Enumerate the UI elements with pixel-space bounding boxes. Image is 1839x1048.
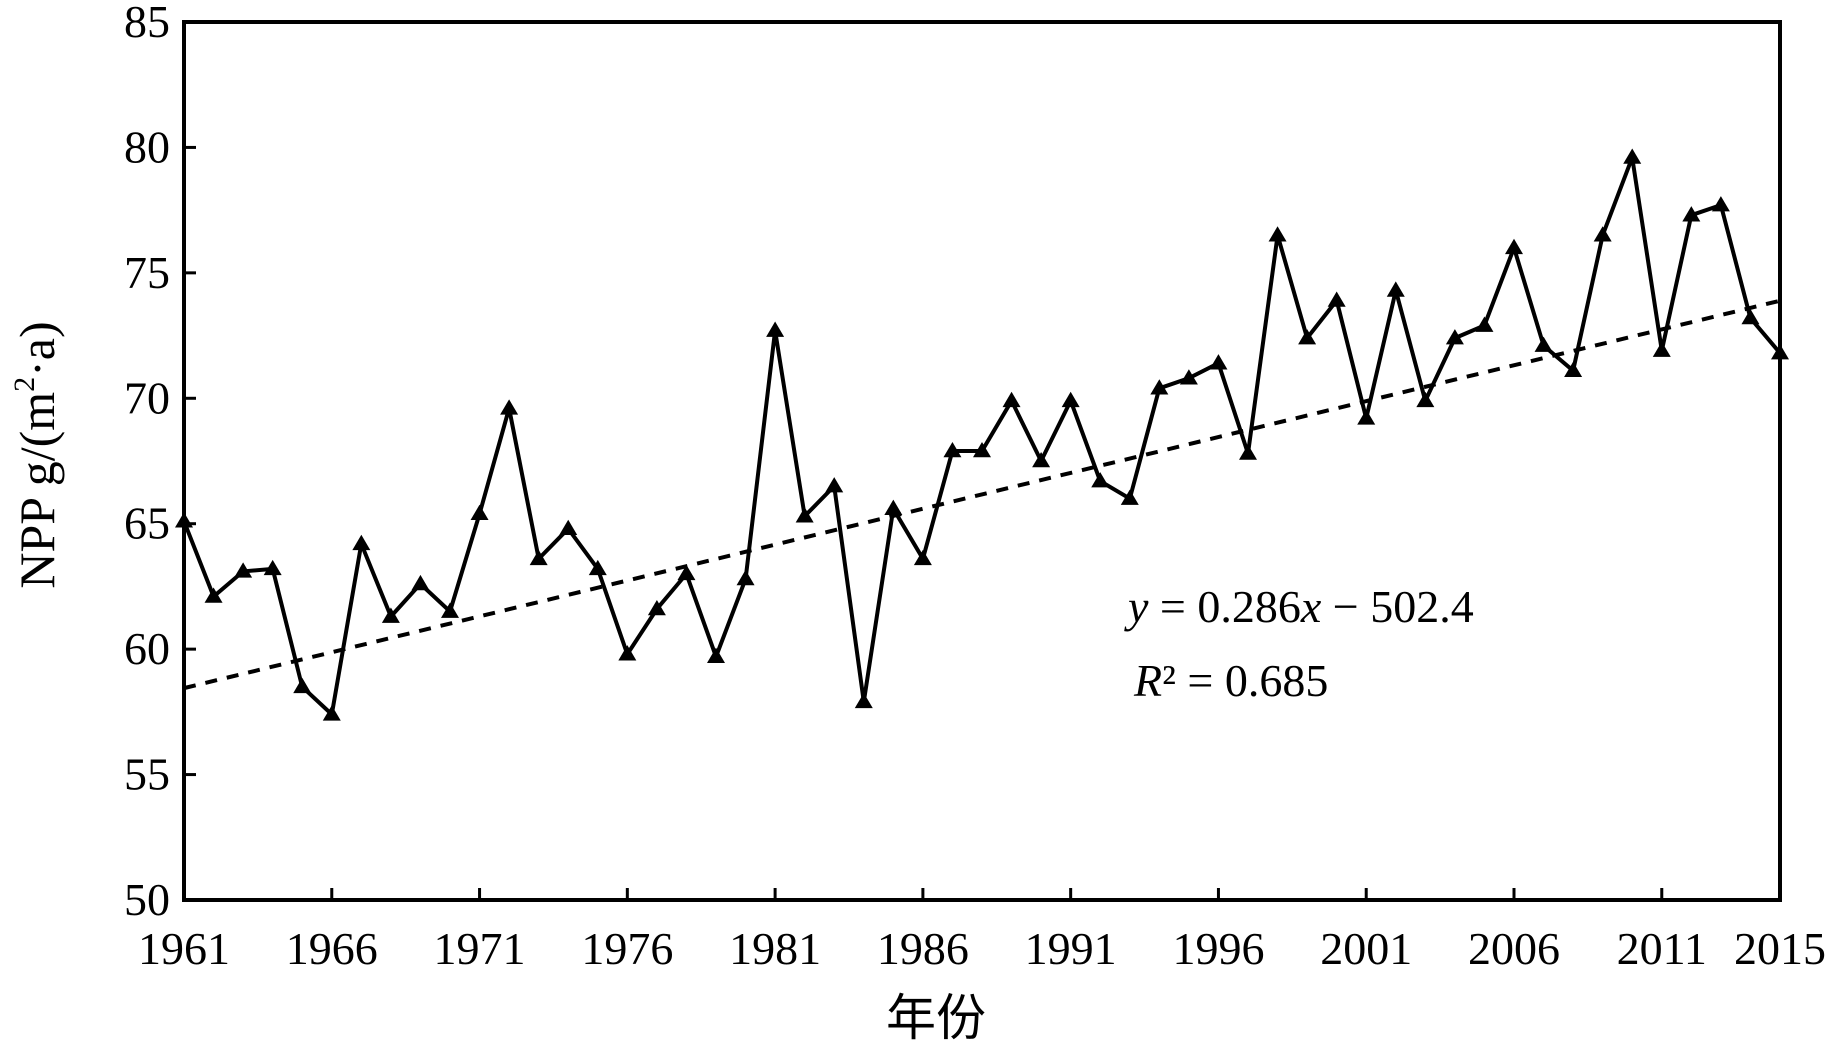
- triangle-marker: [381, 607, 400, 623]
- y-tick-label: 60: [124, 623, 170, 674]
- equation-coefficient: = 0.286: [1148, 581, 1300, 632]
- triangle-marker: [1386, 281, 1405, 297]
- triangle-marker: [1032, 452, 1051, 468]
- x-tick-label: 2006: [1468, 923, 1560, 974]
- triangle-marker: [973, 441, 991, 458]
- x-tick-label: 1986: [877, 923, 969, 974]
- triangle-marker: [1179, 369, 1198, 385]
- y-tick-label: 85: [124, 0, 170, 47]
- y-tick-label: 75: [124, 247, 170, 298]
- triangle-marker: [175, 512, 193, 528]
- triangle-marker: [1120, 489, 1139, 505]
- x-tick-label: 1996: [1172, 923, 1264, 974]
- r2-value: ² = 0.685: [1162, 655, 1328, 706]
- triangle-marker: [736, 569, 755, 586]
- r2-var: R: [1133, 655, 1162, 706]
- triangle-marker: [322, 705, 341, 721]
- triangle-marker: [618, 645, 637, 661]
- triangle-marker: [1505, 238, 1523, 255]
- y-tick-label: 50: [124, 874, 170, 925]
- triangle-marker: [1002, 391, 1021, 408]
- triangle-marker: [1534, 336, 1553, 352]
- trendline: [183, 298, 1781, 691]
- x-axis-title: 年份: [886, 990, 986, 1046]
- triangle-marker: [1682, 206, 1701, 222]
- x-tick-label: 1976: [581, 923, 673, 974]
- triangle-marker: [1652, 341, 1671, 357]
- triangle-marker: [1091, 472, 1110, 488]
- x-tick-label: 2011: [1617, 923, 1707, 974]
- y-axis-title: NPP g/(m2·a): [8, 321, 65, 588]
- triangle-marker: [1623, 148, 1642, 164]
- r-squared: R² = 0.685: [1133, 655, 1328, 706]
- y-axis-title-sup: 2: [8, 377, 41, 392]
- triangle-marker: [263, 559, 282, 576]
- triangle-marker: [825, 477, 844, 493]
- plot-frame: [182, 20, 1782, 902]
- trendline-path: [183, 298, 1781, 691]
- triangle-marker: [1445, 329, 1464, 345]
- triangle-marker: [1741, 309, 1760, 325]
- triangle-marker: [1298, 329, 1317, 345]
- x-tick-label: 1961: [138, 923, 230, 974]
- y-tick-label: 55: [124, 749, 170, 800]
- triangle-marker: [1061, 391, 1080, 408]
- triangle-marker: [913, 549, 932, 566]
- triangle-marker: [588, 559, 607, 576]
- triangle-marker: [204, 587, 223, 603]
- triangle-marker: [1209, 354, 1228, 370]
- y-tick-label: 70: [124, 372, 170, 423]
- triangle-marker: [500, 399, 519, 415]
- x-tick-label: 1991: [1025, 923, 1117, 974]
- y-tick-label: 80: [124, 121, 170, 172]
- x-tick-label: 1971: [434, 923, 526, 974]
- x-tick-label: 2001: [1320, 923, 1412, 974]
- triangle-marker: [677, 564, 696, 581]
- triangle-marker: [293, 677, 312, 694]
- triangle-marker: [1771, 344, 1789, 360]
- x-tick-label: 2015: [1734, 923, 1826, 974]
- triangle-marker: [1475, 316, 1494, 332]
- triangle-marker: [854, 692, 873, 709]
- triangle-marker: [1268, 226, 1287, 242]
- triangle-marker: [647, 600, 666, 616]
- triangle-marker: [1711, 196, 1730, 212]
- triangle-marker: [884, 499, 903, 515]
- equation-x-var: x: [1300, 581, 1322, 632]
- y-axis-title-tail: ·a): [9, 321, 65, 377]
- triangle-marker: [529, 549, 548, 566]
- y-tick-label: 65: [124, 498, 170, 549]
- axes: [182, 20, 1782, 902]
- triangle-marker: [234, 562, 253, 578]
- y-axis-title-base: NPP g/(m: [9, 392, 65, 589]
- triangle-marker: [707, 647, 725, 663]
- triangle-marker: [943, 441, 962, 458]
- triangle-marker: [1593, 226, 1612, 242]
- x-tick-label: 1966: [286, 923, 378, 974]
- regression-equation: y = 0.286x − 502.4: [1124, 581, 1474, 632]
- triangle-marker: [352, 534, 371, 551]
- tick-labels: 50 55 60 65 70 75 80 85 1961 1966 1971 1976 1981 1986…: [124, 0, 1826, 974]
- x-tick-label: 1981: [729, 923, 821, 974]
- triangle-marker: [1239, 444, 1257, 460]
- triangle-marker: [411, 574, 430, 591]
- triangle-marker: [766, 321, 785, 337]
- equation-y-var: y: [1124, 581, 1149, 632]
- triangle-marker: [795, 507, 814, 523]
- series-markers: [175, 148, 1789, 721]
- triangle-marker: [1564, 361, 1583, 377]
- equation-intercept: − 502.4: [1321, 581, 1473, 632]
- triangle-marker: [1416, 391, 1435, 408]
- triangle-marker: [470, 504, 489, 520]
- triangle-marker: [559, 519, 578, 536]
- triangle-marker: [1327, 291, 1346, 307]
- triangle-marker: [1150, 379, 1169, 395]
- triangle-marker: [1357, 409, 1376, 425]
- triangle-marker: [441, 602, 459, 618]
